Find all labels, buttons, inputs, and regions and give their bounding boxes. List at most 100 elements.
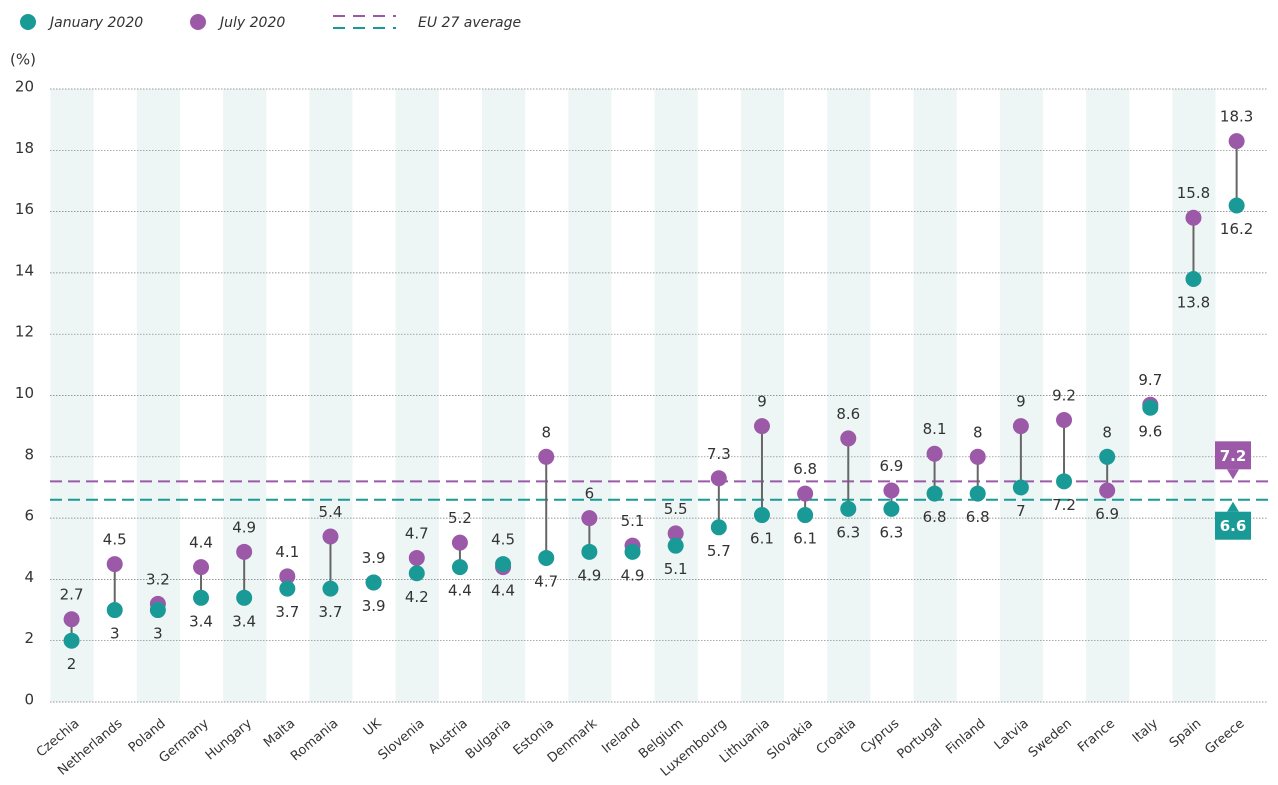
dot xyxy=(193,589,210,606)
value-label: 3.7 xyxy=(319,603,343,621)
value-label: 4.7 xyxy=(534,572,558,590)
dot xyxy=(710,519,727,536)
y-tick-label: 4 xyxy=(24,568,34,586)
value-label: 5.1 xyxy=(621,512,645,530)
column-band xyxy=(1086,89,1130,702)
dot xyxy=(883,500,900,517)
value-label: 4.9 xyxy=(577,566,601,584)
value-label: 6.9 xyxy=(879,457,903,475)
dot xyxy=(538,549,555,566)
dot xyxy=(322,580,339,597)
legend-marker xyxy=(190,14,206,30)
column-band xyxy=(654,89,698,702)
value-label: 8 xyxy=(541,423,551,441)
value-label: 6.9 xyxy=(1095,505,1119,523)
value-label: 4.5 xyxy=(491,531,515,549)
dot xyxy=(969,448,986,465)
dot xyxy=(710,470,727,487)
value-label: 5.7 xyxy=(707,542,731,560)
dot xyxy=(322,528,339,545)
dot xyxy=(667,525,684,542)
column-band xyxy=(999,89,1043,702)
value-label: 6.1 xyxy=(750,530,774,548)
value-label: 5.1 xyxy=(664,560,688,578)
value-label: 3.9 xyxy=(362,597,386,615)
value-label: 3.7 xyxy=(275,603,299,621)
dot xyxy=(193,559,210,576)
dot xyxy=(1099,482,1116,499)
dot xyxy=(1056,412,1073,429)
value-label: 13.8 xyxy=(1177,294,1210,312)
y-tick-label: 6 xyxy=(24,507,34,525)
value-label: 3 xyxy=(153,625,163,643)
dot xyxy=(1056,473,1073,490)
value-label: 4.4 xyxy=(491,582,515,600)
column-band xyxy=(223,89,267,702)
value-label: 6.1 xyxy=(793,530,817,548)
dot xyxy=(1099,448,1116,465)
dot xyxy=(365,574,382,591)
dot xyxy=(883,482,900,499)
x-tick-label: Portugal xyxy=(895,716,946,762)
dot xyxy=(63,632,80,649)
y-tick-label: 10 xyxy=(15,384,34,402)
value-label: 4.9 xyxy=(232,518,256,536)
dot xyxy=(926,485,943,502)
value-label: 3.9 xyxy=(362,549,386,567)
value-label: 9.2 xyxy=(1052,387,1076,405)
value-label: 5.4 xyxy=(319,503,343,521)
y-axis-label: (%) xyxy=(10,51,36,69)
dot xyxy=(1228,133,1245,150)
value-label: 8 xyxy=(973,423,983,441)
x-tick-label: Bulgaria xyxy=(463,716,514,762)
y-tick-label: 18 xyxy=(15,139,34,157)
dot xyxy=(279,568,296,585)
value-label: 7 xyxy=(1016,502,1026,520)
value-label: 6.8 xyxy=(923,508,947,526)
y-tick-label: 8 xyxy=(24,445,34,463)
x-tick-label: Italy xyxy=(1130,716,1161,746)
value-label: 7.3 xyxy=(707,445,731,463)
dot xyxy=(624,543,641,560)
dot xyxy=(667,537,684,554)
dot xyxy=(408,549,425,566)
legend-marker xyxy=(20,14,36,30)
dot xyxy=(106,602,123,619)
y-tick-label: 20 xyxy=(15,78,34,96)
dot xyxy=(408,565,425,582)
dot xyxy=(451,559,468,576)
average-label: 7.2 xyxy=(1220,447,1247,465)
x-tick-label: France xyxy=(1075,716,1118,755)
value-label: 6.8 xyxy=(966,508,990,526)
value-label: 7.2 xyxy=(1052,496,1076,514)
average-box xyxy=(1215,511,1251,540)
value-label: 6.8 xyxy=(793,460,817,478)
dot xyxy=(753,507,770,524)
value-label: 16.2 xyxy=(1220,220,1253,238)
dot xyxy=(236,589,253,606)
value-label: 3.4 xyxy=(232,612,256,630)
value-label: 4.2 xyxy=(405,588,429,606)
dot xyxy=(840,430,857,447)
y-tick-label: 14 xyxy=(15,261,34,279)
x-tick-label: Croatia xyxy=(814,716,859,758)
x-tick-label: Slovenia xyxy=(376,716,428,763)
dot xyxy=(840,500,857,517)
value-label: 4.1 xyxy=(275,543,299,561)
y-tick-label: 16 xyxy=(15,200,34,218)
dot xyxy=(797,507,814,524)
legend-label: EU 27 average xyxy=(418,15,521,31)
column-band xyxy=(568,89,612,702)
legend-label: July 2020 xyxy=(217,15,285,31)
value-label: 6.3 xyxy=(879,523,903,541)
dot xyxy=(1185,209,1202,226)
x-tick-label: Hungary xyxy=(203,716,255,763)
y-tick-label: 0 xyxy=(24,691,34,709)
value-label: 3.4 xyxy=(189,612,213,630)
x-tick-label: Spain xyxy=(1167,716,1204,751)
x-tick-label: Malta xyxy=(261,716,298,751)
x-tick-label: Greece xyxy=(1202,716,1247,757)
dot xyxy=(279,580,296,597)
value-label: 8.6 xyxy=(836,405,860,423)
dot xyxy=(236,543,253,560)
